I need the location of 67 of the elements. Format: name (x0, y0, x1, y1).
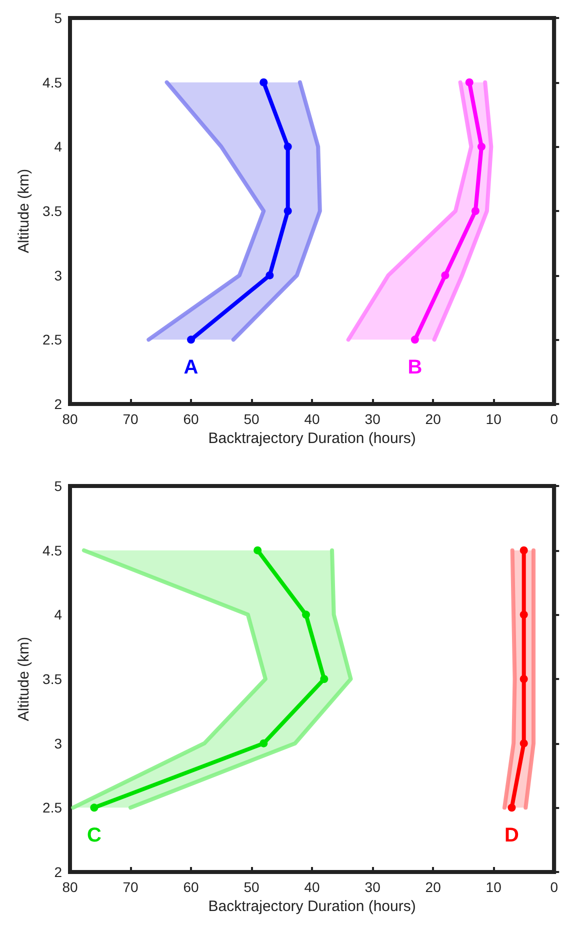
y-axis-title: Altitude (km) (16, 636, 33, 722)
point (520, 610, 528, 619)
x-tick-label: 10 (486, 879, 502, 895)
line-series (146, 80, 266, 342)
y-tick-label: 2.5 (42, 332, 62, 348)
point (465, 78, 474, 86)
x-tick-label: 70 (122, 879, 139, 895)
y-tick-label: 5 (54, 10, 62, 26)
y-tick-label: 3.5 (42, 203, 62, 219)
series-label: B (408, 356, 422, 379)
y-tick-label: 2.5 (42, 800, 62, 816)
x-tick-label: 0 (550, 879, 558, 895)
point (478, 142, 486, 151)
point (302, 610, 310, 619)
y-tick-label: 4 (54, 138, 62, 155)
x-tick-label: 70 (122, 411, 139, 427)
point (260, 78, 268, 86)
line-series (432, 80, 494, 342)
x-tick-label: 60 (183, 411, 200, 427)
series-label: A (184, 356, 198, 379)
point (508, 804, 516, 812)
y-tick-label: 3 (54, 267, 62, 284)
x-tick-label: 80 (62, 411, 78, 427)
x-tick-label: 40 (304, 411, 320, 427)
point (520, 546, 528, 554)
x-tick-label: 30 (364, 879, 381, 895)
y-tick-label: 4.5 (42, 542, 62, 558)
x-tick-label: 50 (244, 411, 260, 427)
x-tick-label: 80 (62, 879, 78, 895)
point (471, 207, 480, 215)
point (260, 739, 268, 748)
point (254, 546, 262, 554)
y-tick-label: 4.5 (42, 74, 62, 90)
y-tick-label: 2 (54, 864, 62, 880)
y-tick-label: 3.5 (42, 671, 62, 687)
line-series (524, 548, 536, 810)
line-series (502, 548, 517, 810)
y-tick-label: 5 (54, 478, 62, 494)
x-axis-title: Backtrajectory Duration (hours) (208, 430, 416, 447)
x-tick-label: 20 (425, 879, 442, 895)
line-series (128, 548, 353, 810)
series-label: D (504, 824, 519, 847)
x-tick-label: 40 (304, 879, 320, 895)
x-axis-title: Backtrajectory Duration (hours) (208, 898, 416, 915)
point (266, 271, 274, 280)
x-tick-label: 0 (550, 411, 558, 427)
x-tick-label: 10 (486, 411, 502, 427)
y-tick-label: 2 (54, 396, 62, 412)
x-tick-label: 60 (183, 879, 200, 895)
y-axis-title: Altitude (km) (16, 168, 33, 254)
line-series (231, 80, 322, 342)
x-tick-label: 20 (425, 411, 442, 427)
point (441, 271, 450, 280)
line-series (71, 548, 268, 810)
x-tick-label: 30 (364, 411, 381, 427)
point (187, 336, 196, 344)
y-tick-label: 3 (54, 735, 62, 752)
y-tick-label: 4 (54, 606, 62, 623)
point (410, 336, 419, 344)
point (520, 675, 528, 683)
point (320, 675, 328, 683)
point (284, 207, 292, 215)
x-tick-label: 50 (244, 879, 260, 895)
series-label: C (86, 824, 102, 847)
point (520, 739, 528, 748)
point (90, 804, 98, 812)
point (284, 142, 292, 151)
